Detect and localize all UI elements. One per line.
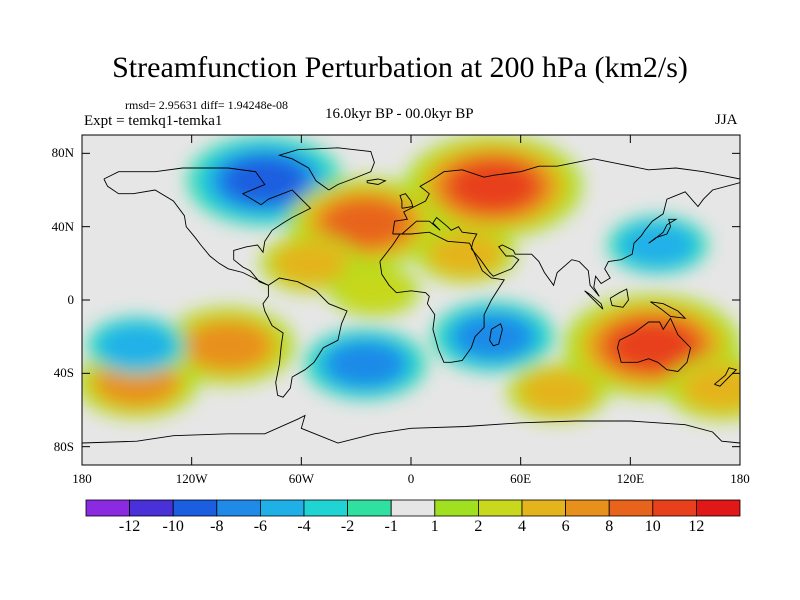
coastline-new-guinea — [650, 301, 687, 319]
colorbar-swatch-9 — [477, 499, 523, 517]
colorbar-swatch-2 — [172, 499, 218, 517]
coastline-sumatra — [584, 290, 604, 310]
colorbar-label-3: -6 — [253, 518, 268, 535]
y-label-2: 0 — [67, 292, 75, 307]
streamfunction-field — [82, 135, 740, 421]
coastline-japan — [648, 218, 678, 244]
colorbar-swatch-5 — [303, 499, 348, 517]
x-label-5: 120E — [616, 471, 645, 486]
colorbar — [85, 499, 741, 517]
field-blob-2-4 — [323, 199, 407, 247]
y-label-0: 80N — [51, 145, 74, 161]
field-blob-14-2 — [519, 370, 595, 414]
colorbar-label-7: 1 — [430, 518, 439, 535]
field-blob-6-1 — [336, 269, 413, 313]
field-blob-7-5 — [610, 321, 695, 370]
colorbar-swatch-8 — [434, 499, 479, 517]
field-blob-8-3 — [326, 341, 405, 387]
colorbar-label-2: -8 — [210, 518, 224, 535]
coastline-australia — [617, 317, 692, 372]
coastline-greenland — [277, 147, 375, 191]
colorbar-label-13: 12 — [688, 518, 705, 535]
y-label-4: 80S — [53, 438, 74, 454]
colorbar-label-12: 10 — [644, 518, 661, 535]
coastline-iceland — [366, 178, 387, 185]
x-label-4: 60E — [510, 471, 532, 486]
x-label-3: 0 — [407, 471, 415, 486]
colorbar-swatch-14 — [696, 499, 741, 517]
colorbar-label-5: -2 — [340, 518, 355, 535]
colorbar-swatch-4 — [259, 499, 305, 517]
field-blob-1-5 — [451, 162, 536, 211]
coastline-madagascar — [489, 323, 503, 347]
colorbar-label-1: -10 — [162, 518, 184, 535]
x-label-0: 180 — [72, 471, 92, 486]
coastline-antarctica — [82, 414, 740, 444]
x-label-1: 120W — [175, 471, 208, 486]
season-label: JJA — [715, 112, 738, 128]
coastlines — [82, 147, 740, 444]
colorbar-swatch-13 — [652, 499, 697, 517]
chart-title: Streamfunction Perturbation at 200 hPa (… — [112, 51, 688, 84]
coastline-uk — [399, 193, 414, 209]
coastline-africa — [379, 231, 505, 363]
field-blob-12-2 — [99, 324, 175, 368]
field-blob-3-2 — [273, 241, 348, 285]
coastline-eurasia — [392, 158, 740, 297]
colorbar-swatch-7 — [390, 499, 436, 517]
y-label-1: 40N — [51, 218, 74, 234]
field-blob-0-4 — [223, 156, 307, 205]
x-label-2: 60W — [288, 471, 314, 486]
field-blob-5-2 — [620, 223, 696, 267]
axis-ticks — [81, 135, 741, 465]
coastline-south-america — [262, 277, 348, 398]
field-blob-10-3 — [187, 322, 270, 370]
colorbar-swatch-6 — [347, 499, 392, 517]
colorbar-swatch-11 — [565, 499, 610, 517]
coastline-north-america — [103, 167, 312, 286]
coastline-new-zealand — [714, 367, 738, 387]
colorbar-label-4: -4 — [297, 518, 311, 535]
colorbar-swatch-10 — [521, 499, 566, 517]
colorbar-label-6: -1 — [384, 518, 398, 535]
colorbar-label-0: -12 — [118, 518, 141, 535]
colorbar-label-11: 8 — [605, 518, 614, 535]
colorbar-swatch-12 — [608, 499, 654, 517]
colorbar-label-9: 4 — [518, 518, 526, 535]
stats-subtitle: rmsd= 2.95631 diff= 1.94248e-08 — [125, 98, 288, 112]
colorbar-swatch-3 — [216, 499, 261, 517]
field-blob-4-2 — [428, 232, 504, 276]
colorbar-label-10: 6 — [561, 518, 570, 535]
colorbar-label-8: 2 — [474, 518, 483, 535]
field-blob-9-3 — [454, 314, 533, 360]
colorbar-swatch-1 — [129, 499, 174, 517]
experiment-subtitle: Expt = temkq1-temka1 — [84, 113, 223, 129]
x-label-6: 180 — [730, 471, 750, 486]
coastline-borneo — [609, 288, 629, 308]
field-blob-13-2 — [681, 365, 740, 411]
period-subtitle: 16.0kyr BP - 00.0kyr BP — [325, 106, 474, 122]
colorbar-swatch-0 — [85, 499, 130, 517]
y-label-3: 40S — [53, 365, 74, 381]
